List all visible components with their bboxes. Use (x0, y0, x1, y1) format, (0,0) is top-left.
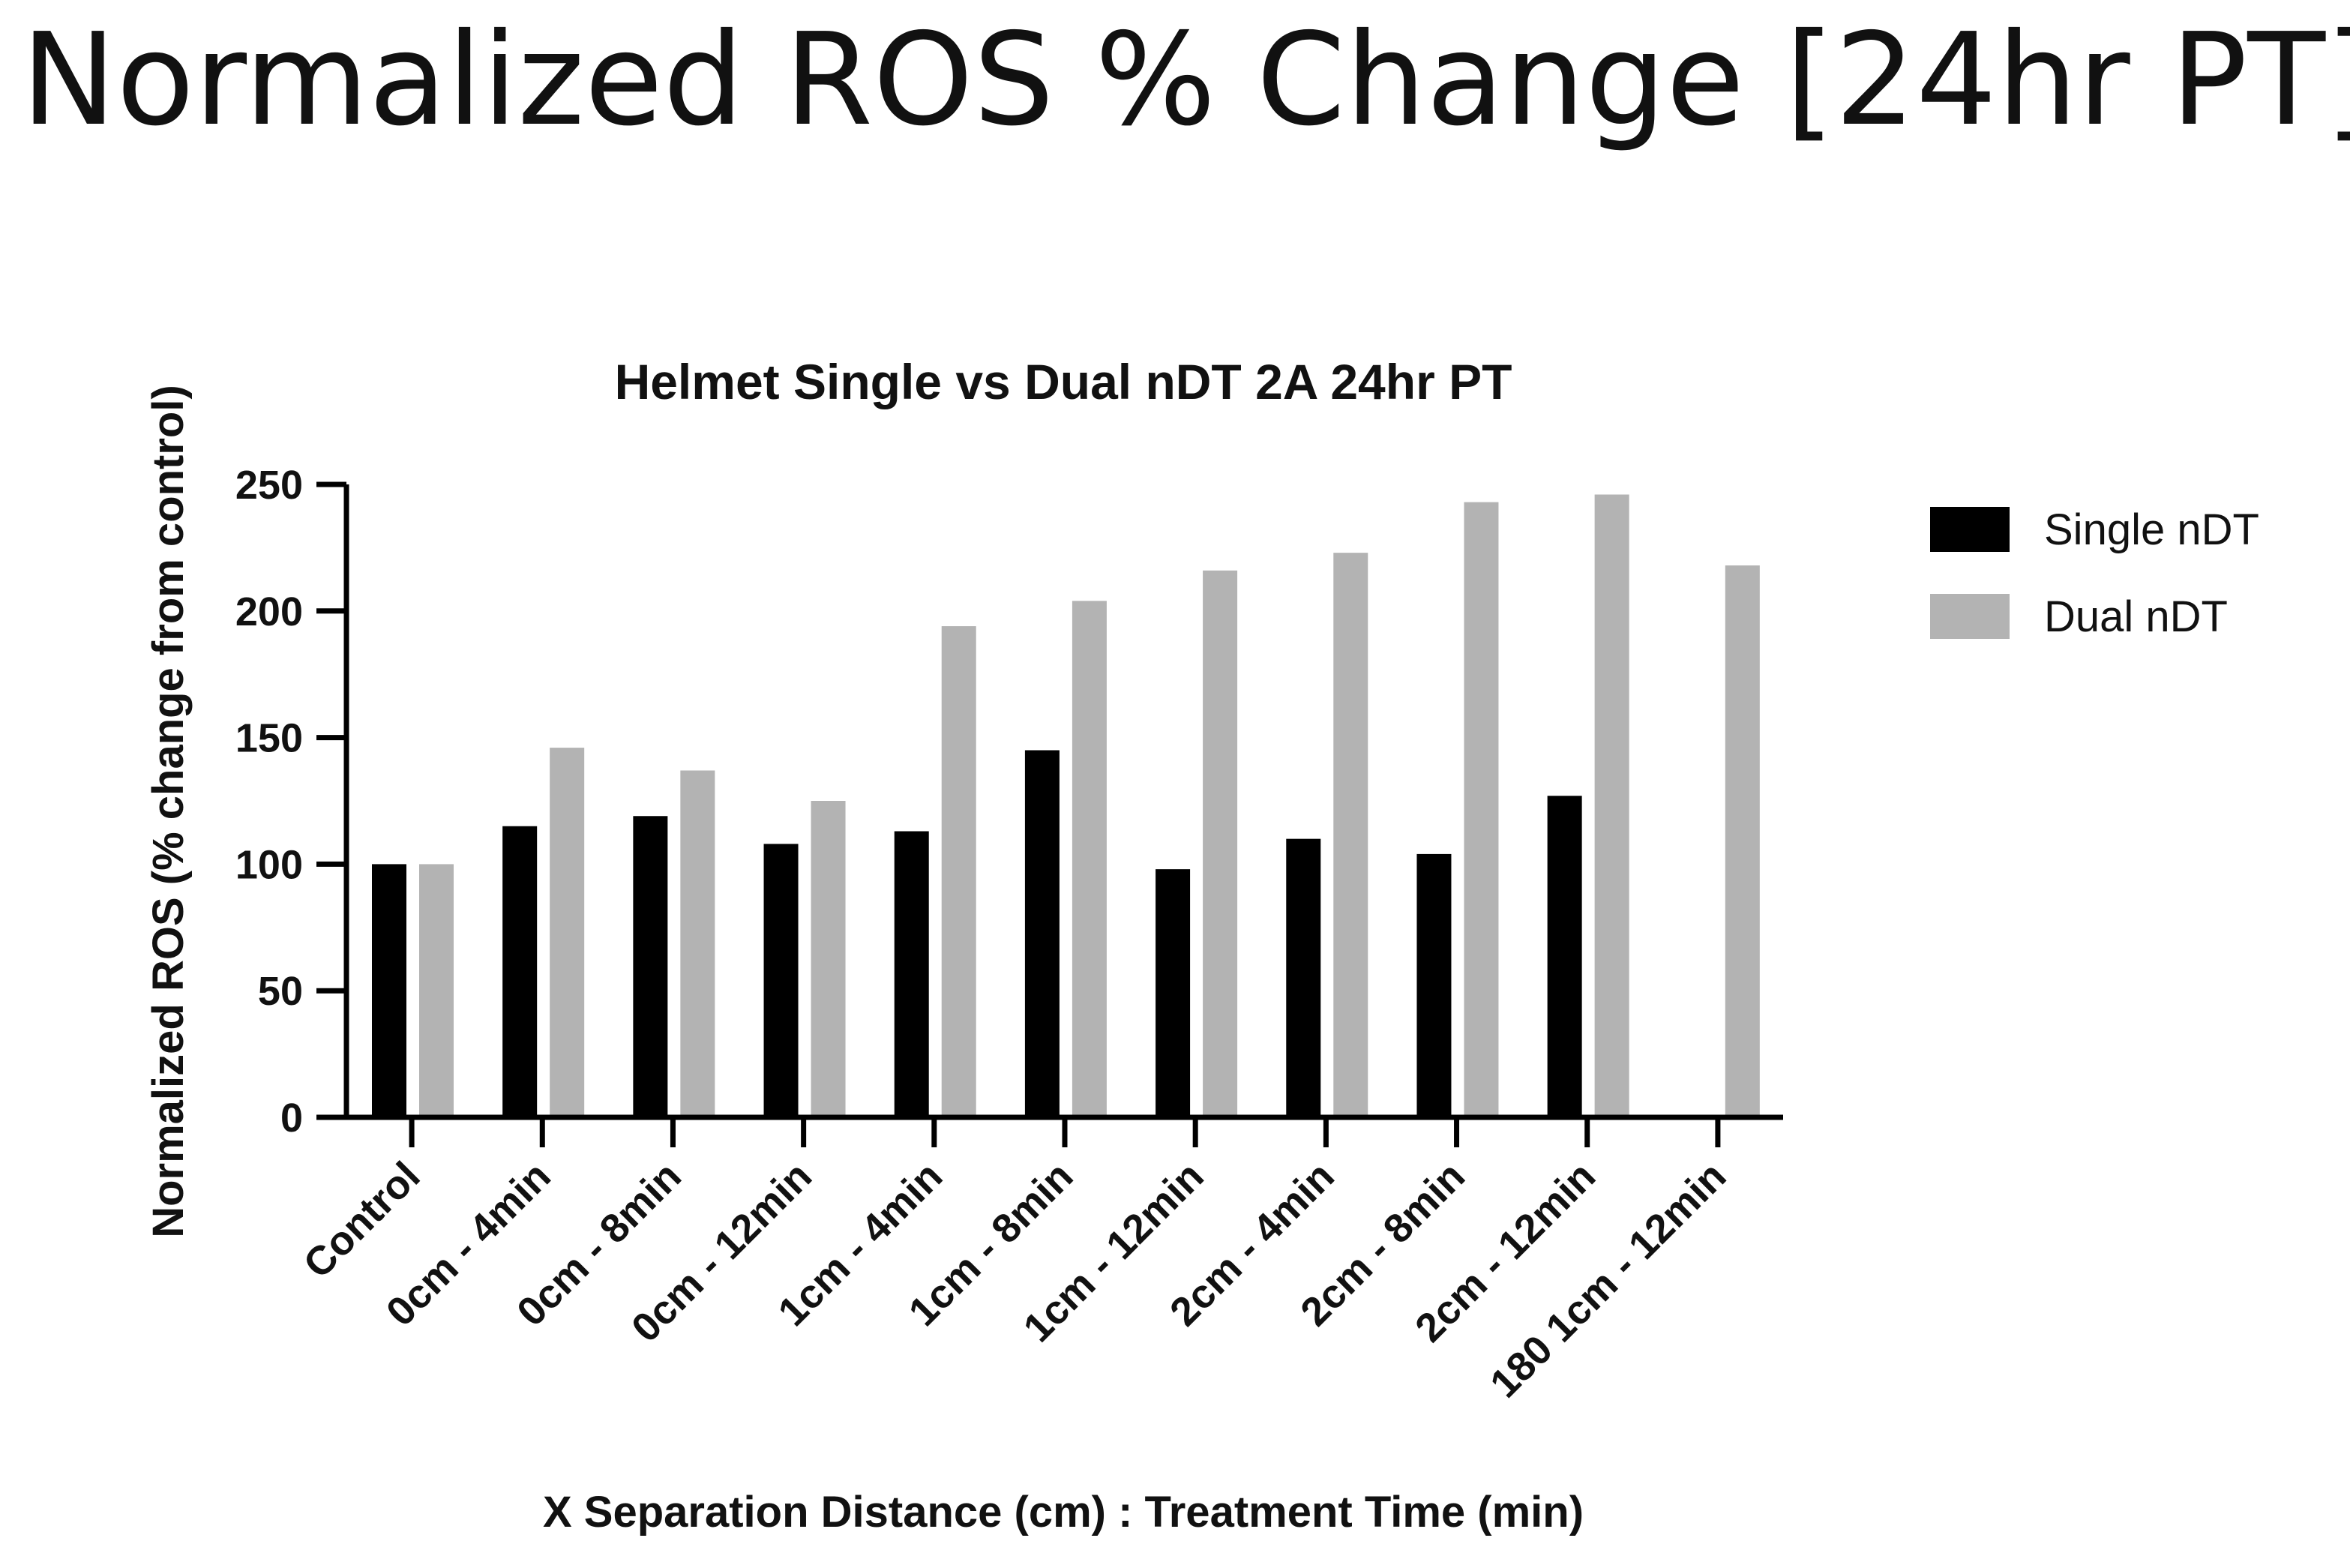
legend-swatch-single (1930, 507, 2010, 552)
bar-dual-8 (1464, 502, 1499, 1117)
bar-dual-5 (1072, 601, 1107, 1117)
legend-label-dual: Dual nDT (2044, 592, 2228, 641)
bar-single-3 (763, 844, 799, 1117)
y-axis-label: Normalized ROS (% change from control) (144, 385, 193, 1238)
bar-dual-3 (811, 801, 846, 1117)
bar-single-1 (502, 826, 538, 1117)
x-tick-label: 180 1cm - 12min (1482, 1153, 1734, 1406)
bars-layer (372, 494, 1760, 1117)
bar-dual-2 (680, 770, 715, 1117)
chart-title: Helmet Single vs Dual nDT 2A 24hr PT (615, 354, 1512, 409)
x-tick-label: Control (295, 1153, 428, 1287)
bar-dual-10 (1725, 565, 1760, 1117)
legend-label-single: Single nDT (2044, 505, 2259, 554)
bar-dual-4 (941, 626, 976, 1117)
slide-title: Normalized ROS % Change [24hr PT] (21, 6, 2350, 154)
legend: Single nDT Dual nDT (1930, 505, 2259, 641)
y-tick-label: 50 (258, 969, 303, 1014)
y-tick-label: 150 (235, 716, 303, 761)
bar-dual-1 (550, 748, 585, 1117)
y-tick-label: 200 (235, 589, 303, 634)
bar-single-5 (1024, 750, 1060, 1117)
bar-single-8 (1416, 853, 1452, 1117)
bar-dual-9 (1594, 494, 1629, 1117)
bar-single-0 (372, 864, 406, 1117)
bar-single-4 (894, 831, 929, 1117)
bar-dual-7 (1333, 553, 1368, 1117)
bar-dual-6 (1203, 570, 1238, 1117)
y-tick-label: 0 (280, 1096, 303, 1141)
legend-swatch-dual (1930, 594, 2010, 639)
y-tick-label: 100 (235, 842, 303, 887)
bar-single-7 (1286, 838, 1321, 1117)
bar-single-6 (1156, 869, 1191, 1117)
y-tick-label: 250 (235, 463, 303, 508)
x-axis-label: X Separation Distance (cm) : Treatment T… (543, 1488, 1584, 1537)
bar-dual-0 (419, 864, 454, 1117)
bar-single-9 (1547, 796, 1582, 1117)
bar-single-2 (633, 816, 668, 1117)
